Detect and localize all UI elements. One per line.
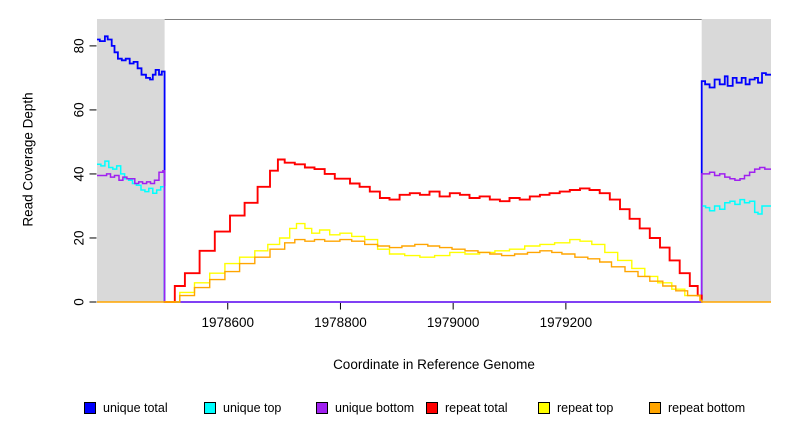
series-line-unique-total <box>97 35 771 303</box>
legend-label: repeat bottom <box>668 401 746 415</box>
legend-swatch-repeat-top <box>538 402 550 414</box>
x-tick-label: 1979000 <box>427 315 480 330</box>
legend-label: unique total <box>103 401 168 415</box>
series-line-repeat-bottom <box>97 238 771 303</box>
legend-item-unique-bottom: unique bottom <box>316 400 414 416</box>
y-tick-label: 0 <box>72 298 87 306</box>
series-line-unique-bottom <box>97 166 771 303</box>
legend-item-repeat-bottom: repeat bottom <box>649 400 745 416</box>
y-tick-label: 60 <box>72 102 87 117</box>
y-axis-title: Read Coverage Depth <box>20 92 36 227</box>
legend-label: repeat top <box>557 401 614 415</box>
legend-label: unique top <box>223 401 282 415</box>
legend-swatch-repeat-total <box>426 402 438 414</box>
legend-item-unique-total: unique total <box>84 400 168 416</box>
series-line-repeat-total <box>164 158 703 303</box>
series-line-unique-top <box>97 160 771 303</box>
legend: unique total unique top unique bottom re… <box>0 400 792 418</box>
x-tick-label: 1978800 <box>314 315 367 330</box>
legend-item-repeat-total: repeat total <box>426 400 508 416</box>
legend-swatch-unique-bottom <box>316 402 328 414</box>
legend-swatch-repeat-bottom <box>649 402 661 414</box>
y-tick-label: 20 <box>72 230 87 245</box>
x-tick-label: 1978600 <box>201 315 254 330</box>
x-tick-label: 1979200 <box>540 315 593 330</box>
legend-item-repeat-top: repeat top <box>538 400 613 416</box>
x-axis-title: Coordinate in Reference Genome <box>333 357 535 372</box>
legend-item-unique-top: unique top <box>204 400 281 416</box>
y-tick-label: 40 <box>72 166 87 181</box>
legend-label: unique bottom <box>335 401 415 415</box>
series-line-repeat-top <box>164 222 703 303</box>
legend-swatch-unique-top <box>204 402 216 414</box>
y-tick-label: 80 <box>72 38 87 53</box>
shaded-region <box>701 19 771 302</box>
legend-swatch-unique-total <box>84 402 96 414</box>
legend-label: repeat total <box>445 401 508 415</box>
